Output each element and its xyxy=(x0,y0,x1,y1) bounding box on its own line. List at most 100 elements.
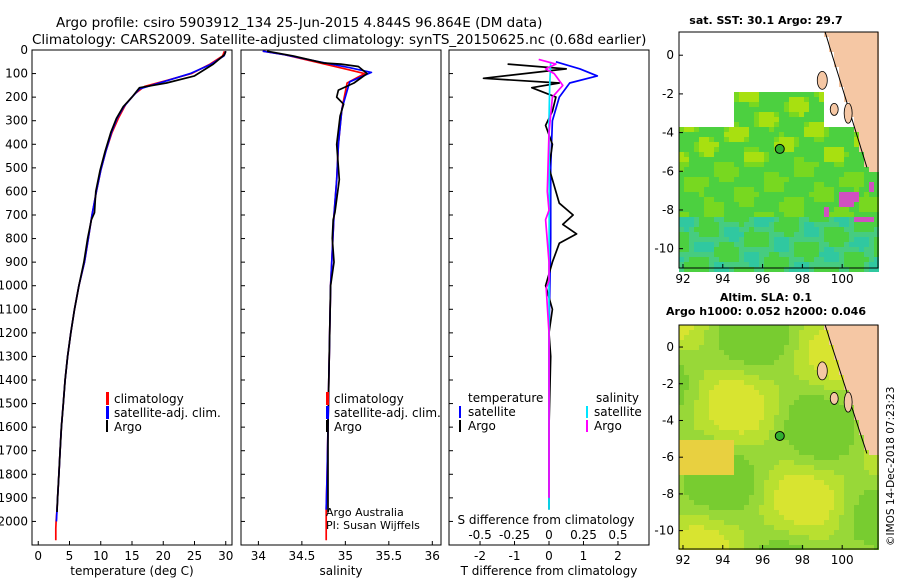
map-cell xyxy=(774,212,779,217)
series-satellite-adj-clim- xyxy=(55,50,227,522)
map-cell xyxy=(689,107,694,112)
map-cell xyxy=(719,87,724,92)
map-cell xyxy=(789,330,794,335)
map-cell xyxy=(819,350,824,355)
map-cell xyxy=(844,182,849,187)
map-cell xyxy=(874,515,879,520)
map-cell xyxy=(699,510,704,515)
map-cell xyxy=(819,400,824,405)
map-cell xyxy=(789,262,794,267)
map-cell xyxy=(779,167,784,172)
map-cell xyxy=(744,257,749,262)
map-cell xyxy=(844,495,849,500)
map-cell xyxy=(869,172,874,177)
map-cell xyxy=(724,242,729,247)
map-cell xyxy=(689,92,694,97)
map-cell xyxy=(714,217,719,222)
map-cell xyxy=(689,530,694,535)
map-cell xyxy=(794,137,799,142)
map-cell xyxy=(744,72,749,77)
map-cell xyxy=(704,350,709,355)
map-cell xyxy=(799,37,804,42)
map-cell xyxy=(819,385,824,390)
map-cell xyxy=(709,525,714,530)
map-cell xyxy=(804,257,809,262)
map-cell xyxy=(739,430,744,435)
map-cell xyxy=(834,365,839,370)
map-cell xyxy=(719,430,724,435)
map-cell xyxy=(814,395,819,400)
map-cell xyxy=(844,197,849,202)
map-cell xyxy=(829,330,834,335)
map-cell xyxy=(749,107,754,112)
map-cell xyxy=(744,117,749,122)
map-cell xyxy=(759,410,764,415)
map-cell xyxy=(719,252,724,257)
map-cell xyxy=(754,325,759,330)
map-cell xyxy=(799,177,804,182)
map-cell xyxy=(724,157,729,162)
map-x-tick-label: 100 xyxy=(831,272,854,286)
map-cell xyxy=(859,440,864,445)
map-cell xyxy=(874,460,879,465)
map-cell xyxy=(809,217,814,222)
map-cell xyxy=(684,475,689,480)
map-cell xyxy=(704,222,709,227)
map-cell xyxy=(714,252,719,257)
map-cell xyxy=(839,420,844,425)
map-cell xyxy=(834,257,839,262)
map-cell xyxy=(779,495,784,500)
map-cell xyxy=(749,355,754,360)
map-cell xyxy=(714,72,719,77)
map-cell xyxy=(834,495,839,500)
map-cell xyxy=(859,350,864,355)
map-cell xyxy=(719,480,724,485)
map-cell xyxy=(739,82,744,87)
map-cell xyxy=(784,147,789,152)
map-cell xyxy=(729,167,734,172)
map-cell xyxy=(874,335,879,340)
map-cell xyxy=(684,42,689,47)
map-cell xyxy=(709,192,714,197)
map-cell xyxy=(799,192,804,197)
map-cell xyxy=(694,197,699,202)
map-cell xyxy=(724,495,729,500)
map-cell xyxy=(839,62,844,67)
map-cell xyxy=(799,410,804,415)
map-cell xyxy=(849,267,854,272)
map-cell xyxy=(809,132,814,137)
map-cell xyxy=(819,455,824,460)
map-cell xyxy=(754,107,759,112)
map-cell xyxy=(799,242,804,247)
map-cell xyxy=(779,187,784,192)
map-cell xyxy=(779,385,784,390)
map-cell xyxy=(754,207,759,212)
map-cell xyxy=(779,505,784,510)
map-cell xyxy=(764,340,769,345)
map-cell xyxy=(784,222,789,227)
map-cell xyxy=(839,375,844,380)
map-cell xyxy=(749,102,754,107)
map-cell xyxy=(784,435,789,440)
map-cell xyxy=(679,217,684,222)
map-cell xyxy=(874,480,879,485)
map-cell xyxy=(729,162,734,167)
map-cell xyxy=(754,157,759,162)
map-cell xyxy=(854,400,859,405)
map-cell xyxy=(739,107,744,112)
map-cell xyxy=(804,520,809,525)
map-cell xyxy=(679,172,684,177)
map-cell xyxy=(834,92,839,97)
map-cell xyxy=(684,390,689,395)
map-cell xyxy=(834,515,839,520)
map-cell xyxy=(729,112,734,117)
map-cell xyxy=(819,202,824,207)
map-cell xyxy=(769,182,774,187)
map-cell xyxy=(784,162,789,167)
map-cell xyxy=(779,37,784,42)
map-cell xyxy=(769,57,774,62)
map-cell xyxy=(854,87,859,92)
map-cell xyxy=(724,375,729,380)
map-cell xyxy=(759,435,764,440)
map-cell xyxy=(814,375,819,380)
